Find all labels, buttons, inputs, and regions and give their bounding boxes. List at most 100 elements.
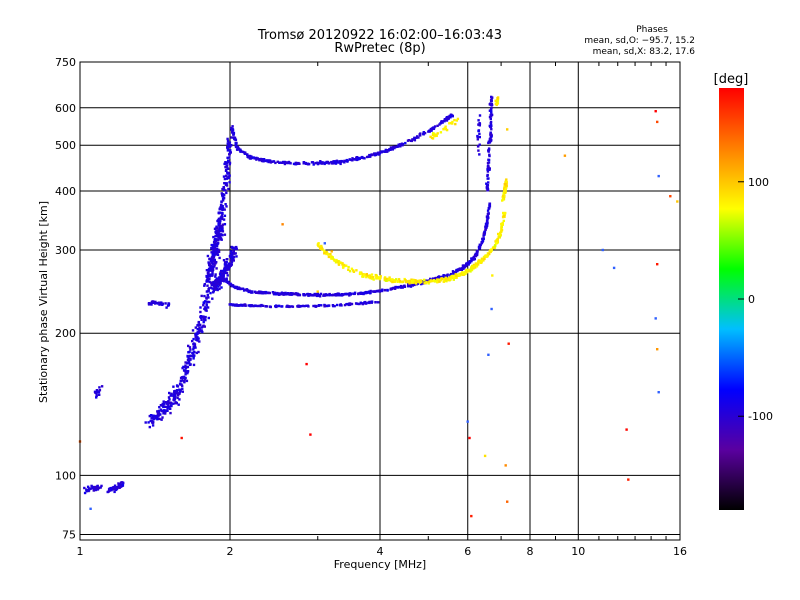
data-point-o [300,305,303,308]
data-point-x [337,263,341,266]
data-point-o [95,393,98,396]
data-point-o [211,287,214,290]
y-tick-label: 75 [62,528,76,541]
data-point-o [178,392,181,395]
data-point-o [212,284,216,288]
data-point-o [367,301,370,304]
data-point-o [207,316,210,320]
data-point-o [166,409,169,412]
data-point-o [298,293,301,297]
data-point-o [219,229,222,233]
data-point-x [476,263,479,266]
data-point-o [92,486,96,490]
data-point-o [207,267,211,270]
data-point-o [470,257,473,260]
data-point-o [206,290,209,293]
y-tick-label: 300 [55,244,76,257]
data-point-o [338,160,341,163]
data-point-o [233,285,237,288]
data-point-o [364,291,367,294]
data-point-x [446,277,450,280]
data-point-o [476,138,479,141]
data-point-o [112,488,116,491]
data-point-x [429,280,432,283]
data-point-o [230,144,233,147]
data-point-o [203,307,206,311]
data-point-o [446,273,449,276]
data-point-o [292,292,296,296]
data-point-x [406,280,410,283]
data-point-x [451,120,454,124]
data-point-o [216,242,219,246]
data-point-o [187,356,190,360]
data-point-o [170,392,173,395]
data-point-o [377,301,380,304]
grid-lines [80,62,680,540]
data-point-o [391,147,394,150]
data-point-x [410,278,413,281]
data-point-x [377,277,380,280]
data-point-o [181,376,184,379]
data-point-x [385,277,388,281]
data-point-o [378,152,381,155]
data-point-o [87,489,91,492]
data-point-o [434,276,438,280]
data-point-x [350,267,354,270]
data-point-o [490,107,493,111]
data-point-o [212,256,216,259]
data-point-o [447,115,450,118]
data-point-o [259,291,262,295]
data-point-o [348,158,351,161]
data-point-o [218,236,221,239]
data-point-o [264,305,268,308]
data-point-x [490,249,493,252]
data-point-o [229,149,232,152]
data-point-o [199,328,202,331]
data-point-o [168,398,171,401]
colorbar-ticks: -100 0 100 [738,176,773,423]
data-point-o [312,304,315,308]
data-point-o [218,287,221,291]
data-point-x [455,276,458,279]
data-point-x [444,125,447,128]
data-point-o [211,273,214,276]
data-point-o [483,233,486,236]
data-point-o [111,486,115,489]
data-point-o [192,337,195,341]
data-point-o [167,405,170,408]
data-point-o [416,135,419,138]
data-point-o [255,291,259,294]
data-point-x [496,241,499,244]
data-point-o [222,259,226,262]
colorbar-tick-label: -100 [748,410,773,423]
data-point-o [165,405,169,409]
data-point-o [447,117,450,120]
data-point-x [499,230,503,234]
data-point-o [92,489,95,492]
data-point-o [151,421,154,425]
data-point-x [320,247,324,250]
data-point-o [279,293,282,296]
data-point-o [255,156,258,160]
data-point-o [286,305,289,308]
y-tick-label: 750 [55,56,76,69]
data-point-o [487,148,491,151]
data-point-o [197,321,200,324]
data-point-o [192,353,195,356]
data-point-o [196,327,199,331]
data-point-x [384,279,388,282]
data-point-x [451,122,454,125]
data-point-o [192,357,195,360]
data-point-x [427,282,430,285]
data-point-x [442,280,445,283]
data-point-o [265,291,269,294]
data-point-o [184,364,187,367]
data-point-o [235,255,238,258]
data-point-o [183,375,186,379]
data-point-o [186,372,189,375]
data-point-o [259,158,263,162]
data-point-o [283,161,286,164]
data-point-x [471,265,474,269]
data-point-o [215,280,218,283]
data-point-o [486,170,490,173]
